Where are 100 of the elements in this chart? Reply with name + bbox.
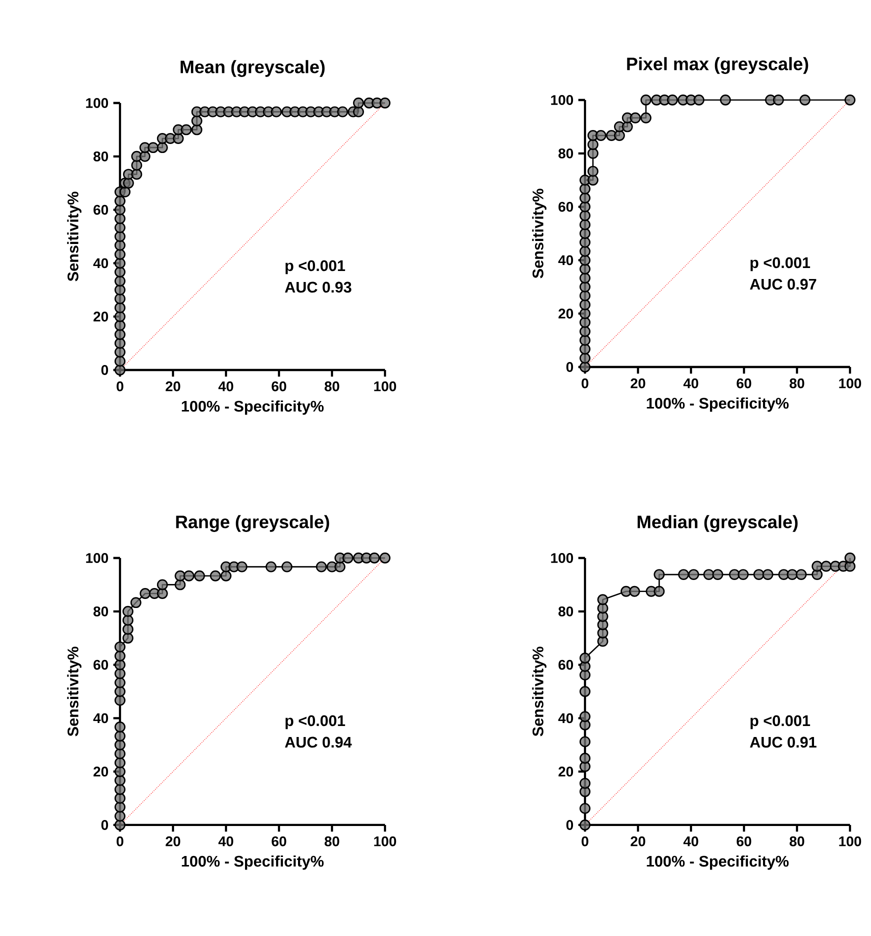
point xyxy=(174,570,186,582)
y-tick-label: 100 xyxy=(551,553,574,563)
point xyxy=(342,552,354,564)
chart-title: Range (greyscale) xyxy=(176,515,330,532)
point xyxy=(156,588,168,599)
point xyxy=(786,569,798,580)
point xyxy=(580,686,590,697)
y-tick-label: 20 xyxy=(558,308,574,319)
point xyxy=(114,686,126,697)
point xyxy=(580,246,590,257)
y-tick-label: 60 xyxy=(94,204,108,215)
point xyxy=(114,641,126,652)
point xyxy=(580,201,590,212)
point xyxy=(140,588,151,599)
point xyxy=(281,561,292,572)
y-tick-label: 80 xyxy=(558,606,574,616)
point xyxy=(580,736,590,748)
point xyxy=(368,552,380,564)
x-tick-label: 0 xyxy=(116,836,124,846)
point xyxy=(587,148,598,159)
point xyxy=(688,569,700,580)
point xyxy=(580,254,590,266)
chart-title: Median (greyscale) xyxy=(638,515,798,532)
point xyxy=(266,561,277,572)
point xyxy=(772,94,784,106)
point xyxy=(666,94,678,106)
y-axis-title: Sensitivity% xyxy=(532,188,546,278)
annotation: p <0.001 xyxy=(286,260,346,274)
point xyxy=(130,597,142,608)
point xyxy=(114,722,126,732)
x-axis-title: 100% - Specificity% xyxy=(182,400,324,415)
x-tick-label: 20 xyxy=(166,836,180,846)
point xyxy=(629,586,640,597)
point xyxy=(844,94,856,106)
x-tick-label: 100 xyxy=(839,378,862,388)
point xyxy=(580,308,590,320)
point xyxy=(580,264,590,274)
y-tick-label: 100 xyxy=(86,553,108,563)
point xyxy=(114,659,126,670)
point xyxy=(703,569,714,580)
point xyxy=(580,334,590,346)
point xyxy=(334,561,346,572)
point xyxy=(114,802,126,813)
point xyxy=(622,121,633,132)
point xyxy=(580,352,590,364)
point xyxy=(580,752,590,764)
point xyxy=(580,326,590,337)
annotation: AUC 0.97 xyxy=(750,278,816,290)
y-tick-label: 0 xyxy=(101,820,108,830)
point xyxy=(114,748,126,760)
point xyxy=(728,569,740,580)
point xyxy=(580,290,590,302)
point xyxy=(580,272,590,284)
x-axis-title: 100% - Specificity% xyxy=(182,855,324,870)
x-tick-label: 40 xyxy=(683,378,698,388)
point xyxy=(587,174,598,186)
point xyxy=(580,281,590,292)
point xyxy=(640,94,652,106)
point xyxy=(844,552,856,564)
point xyxy=(580,652,590,664)
point xyxy=(620,586,632,597)
x-tick-label: 100 xyxy=(374,836,396,846)
x-tick-label: 20 xyxy=(630,378,646,388)
y-tick-label: 100 xyxy=(551,95,574,105)
point xyxy=(580,362,590,372)
x-tick-label: 80 xyxy=(790,378,804,388)
annotation: AUC 0.94 xyxy=(284,736,352,748)
point xyxy=(597,594,608,606)
y-axis-title: Sensitivity% xyxy=(67,192,82,282)
y-tick-label: 40 xyxy=(93,713,108,724)
point xyxy=(597,602,608,614)
point xyxy=(114,757,126,768)
y-tick-label: 0 xyxy=(566,820,574,830)
point xyxy=(812,560,823,572)
point xyxy=(122,614,134,626)
point xyxy=(720,94,731,106)
y-tick-label: 40 xyxy=(558,713,574,724)
y-tick-label: 40 xyxy=(558,255,574,266)
x-axis-title: 100% - Specificity% xyxy=(646,855,789,870)
point xyxy=(580,669,590,680)
annotation: AUC 0.93 xyxy=(284,282,352,293)
point xyxy=(114,820,126,830)
point xyxy=(114,668,126,680)
point xyxy=(654,569,665,580)
y-tick-label: 80 xyxy=(558,148,574,158)
point xyxy=(114,694,126,706)
point xyxy=(796,569,807,580)
point xyxy=(678,569,690,580)
annotation: p <0.001 xyxy=(750,715,810,730)
point xyxy=(587,166,598,177)
point xyxy=(580,711,590,722)
x-tick-label: 40 xyxy=(218,836,234,846)
point xyxy=(316,561,327,572)
y-tick-label: 40 xyxy=(93,258,108,268)
point xyxy=(580,820,590,830)
y-axis-title: Sensitivity% xyxy=(67,646,82,736)
annotation: p <0.001 xyxy=(750,257,810,272)
point xyxy=(580,344,590,355)
point xyxy=(630,112,641,124)
point xyxy=(580,183,590,194)
